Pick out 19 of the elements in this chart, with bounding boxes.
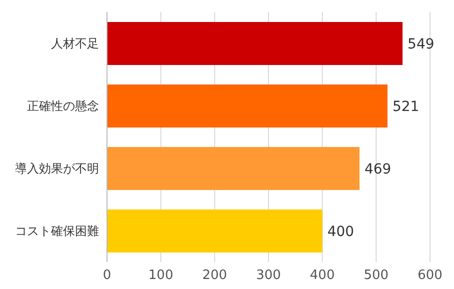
x-tick-label: 200 [202, 268, 228, 284]
data-label: 469 [364, 161, 392, 178]
y-tick-label: 導入効果が不明 [15, 162, 99, 176]
x-tick-label: 500 [364, 268, 389, 284]
bar [107, 22, 403, 65]
x-tick-label: 600 [418, 268, 442, 284]
bar [107, 84, 388, 128]
y-tick-label: 人材不足 [51, 36, 99, 51]
x-tick-label: 300 [256, 268, 281, 284]
bar [107, 147, 360, 190]
x-tick-label: 400 [310, 268, 335, 284]
data-label: 521 [392, 98, 420, 115]
x-tick-label: 100 [148, 268, 174, 284]
x-tick-label: 0 [102, 268, 112, 284]
y-tick-label: コスト確保困難 [15, 224, 99, 238]
y-tick-label: 正確性の懸念 [27, 99, 99, 114]
bar [107, 210, 322, 252]
data-label: 400 [327, 224, 354, 240]
data-label: 549 [408, 36, 434, 52]
